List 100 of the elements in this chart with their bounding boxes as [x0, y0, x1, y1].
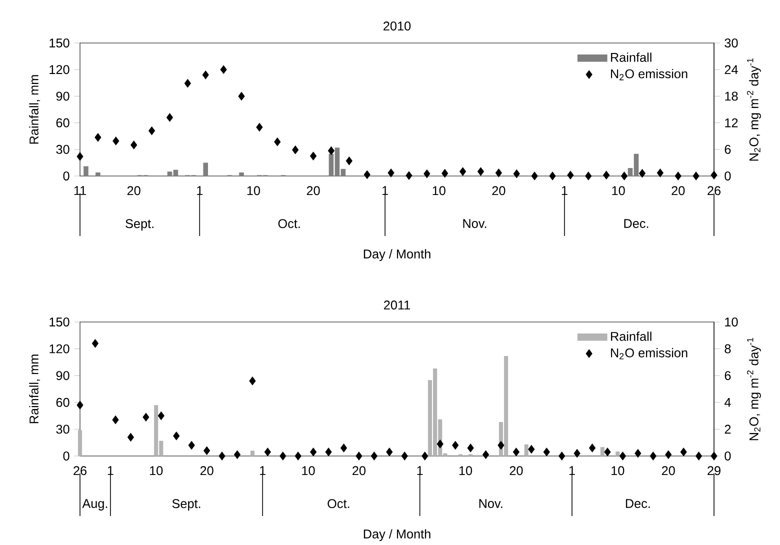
chart-title: 2011 — [384, 300, 410, 310]
y-axis-title: Rainfall, mm — [29, 354, 40, 424]
y2-axis-title: N$_{2}$O, mg m$^{-2}$ day$^{-1}$ — [746, 338, 761, 440]
x2-tick-label: Sept. — [126, 219, 154, 231]
x-tick-label: 1 — [562, 186, 568, 195]
point — [142, 412, 150, 422]
bar — [600, 447, 604, 456]
point — [274, 138, 281, 146]
y2-tick-label: 18 — [725, 92, 738, 101]
y2-tick-label: 30 — [724, 38, 738, 48]
y2-tick-label: 12 — [725, 118, 738, 128]
x2-tick-label: Dec. — [624, 219, 648, 228]
y-tick-label: 150 — [50, 38, 70, 48]
point — [621, 172, 628, 180]
point — [220, 65, 227, 74]
bar — [203, 162, 208, 176]
y2-tick-label: 4 — [724, 398, 731, 407]
point — [294, 452, 302, 460]
y2-tick-label: 8 — [724, 344, 731, 354]
legend-label: N$_{2}$O emission — [611, 348, 688, 360]
legend-label: N$_{2}$O emission — [611, 68, 688, 80]
bar — [524, 444, 528, 456]
x-tick-label: 10 — [459, 466, 472, 476]
x-tick-label: 1 — [197, 186, 203, 195]
point — [665, 450, 672, 459]
y-tick-label: 150 — [50, 318, 70, 326]
y-tick-label: 120 — [50, 65, 70, 74]
x2-tick-label: Nov. — [463, 219, 486, 228]
y-tick-label: 30 — [56, 144, 70, 154]
point — [127, 432, 134, 442]
point — [424, 170, 430, 178]
point — [477, 167, 484, 176]
point — [452, 441, 459, 450]
point — [574, 449, 580, 458]
point — [328, 146, 334, 155]
x2-tick-label: Aug. — [82, 499, 108, 511]
point — [112, 136, 120, 146]
x-axis-title: Day / Month — [364, 529, 430, 542]
x2-tick-label: Nov. — [479, 499, 502, 508]
point — [680, 448, 687, 456]
x-tick-label: 20 — [200, 466, 214, 476]
point — [696, 452, 702, 460]
point — [692, 172, 700, 180]
x-tick-label: 10 — [150, 466, 163, 476]
x-tick-label: 11 — [74, 186, 86, 195]
point — [76, 400, 84, 410]
point — [218, 452, 226, 460]
point — [173, 432, 180, 440]
point — [442, 169, 448, 178]
bar — [239, 172, 244, 176]
x-tick-label: 26 — [74, 466, 86, 476]
x-axis-title: Day / Month — [364, 249, 430, 261]
point — [482, 450, 490, 459]
chart-title: 2010 — [384, 22, 411, 31]
point — [656, 168, 664, 178]
point — [202, 70, 209, 80]
x-tick-label: 1 — [382, 186, 388, 195]
point — [589, 444, 596, 452]
point — [388, 168, 394, 178]
point — [158, 412, 164, 420]
point — [310, 152, 317, 160]
bar — [250, 450, 254, 456]
point — [130, 140, 138, 150]
point — [531, 172, 538, 180]
y-tick-label: 0 — [63, 452, 70, 460]
x-tick-label: 20 — [127, 186, 140, 196]
point — [498, 441, 504, 450]
point — [94, 133, 102, 142]
point — [204, 446, 210, 455]
x-tick-label: 20 — [492, 186, 506, 196]
x-tick-label: 10 — [247, 186, 260, 196]
point — [292, 146, 299, 154]
y2-tick-label: 24 — [724, 65, 738, 74]
x-tick-label: 10 — [302, 466, 315, 476]
point — [364, 170, 370, 179]
point — [603, 170, 610, 180]
point — [76, 152, 84, 161]
point — [422, 452, 428, 460]
y-tick-label: 60 — [56, 118, 70, 128]
x-tick-label: 20 — [352, 466, 366, 476]
y-tick-label: 0 — [63, 172, 70, 180]
bar — [78, 430, 82, 456]
point — [460, 167, 466, 176]
point — [234, 450, 241, 459]
point — [148, 126, 156, 136]
point — [112, 416, 119, 424]
point — [710, 452, 718, 460]
point — [238, 92, 245, 100]
y2-tick-label: 10 — [725, 318, 738, 326]
point — [406, 171, 412, 180]
bar — [96, 172, 100, 176]
y-axis-title: Rainfall, mm — [29, 75, 40, 144]
point — [638, 169, 646, 178]
y-tick-label: 30 — [56, 424, 70, 434]
x-tick-label: 20 — [662, 466, 675, 476]
point — [264, 448, 271, 456]
legend-label: Rainfall — [611, 52, 652, 62]
x-tick-label: 20 — [306, 186, 320, 196]
point — [310, 448, 317, 456]
x2-tick-label: Dec. — [626, 499, 650, 508]
